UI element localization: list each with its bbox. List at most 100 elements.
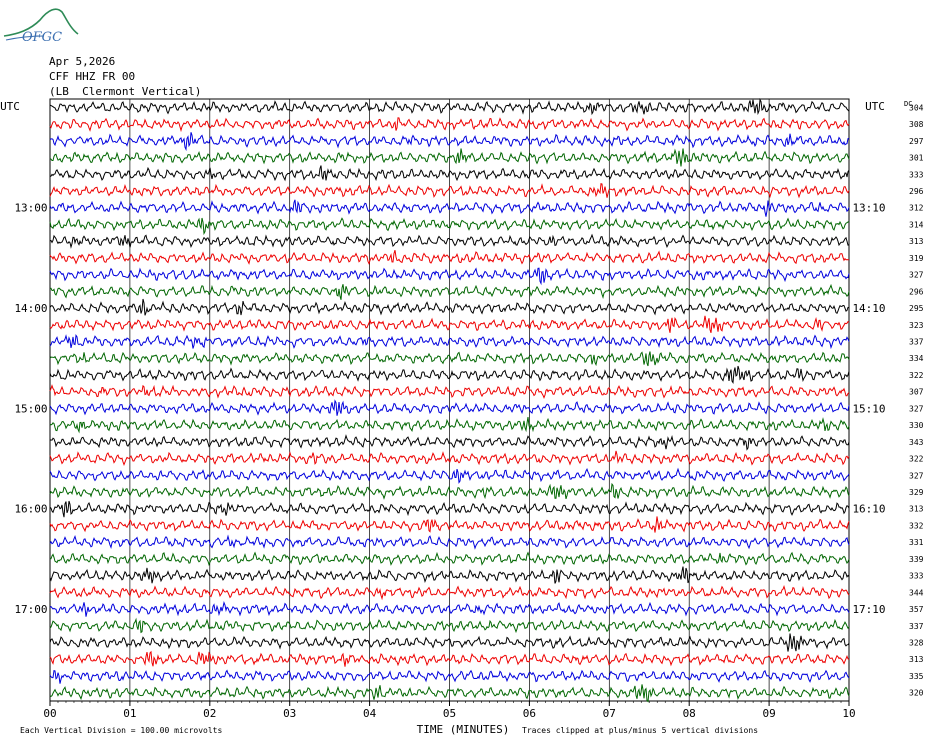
dc-offset-label: 313 — [909, 505, 924, 514]
dc-offset-label: 322 — [909, 371, 924, 380]
header-station: CFF HHZ FR 00 — [49, 70, 136, 83]
dc-offset-label: 329 — [909, 488, 924, 497]
trace-line — [49, 298, 850, 316]
dc-offset-label: 327 — [909, 471, 924, 480]
trace-line — [49, 482, 850, 500]
dc-offset-label: 322 — [909, 455, 924, 464]
trace-line — [49, 617, 850, 634]
dc-offset-label: 334 — [909, 354, 924, 363]
dc-offset-label: 344 — [909, 588, 924, 597]
right-hour-label: 14:10 — [852, 302, 885, 315]
trace-line — [49, 585, 850, 601]
trace-line — [49, 467, 850, 484]
trace-line — [49, 117, 850, 133]
dc-offset-label: 313 — [909, 237, 924, 246]
trace-line — [49, 500, 850, 518]
dc-offset-label: 331 — [909, 538, 924, 547]
trace-line — [49, 148, 850, 167]
left-hour-label: 15:00 — [14, 402, 47, 415]
dc-offset-label: 328 — [909, 638, 924, 647]
trace-line — [49, 283, 850, 300]
trace-line — [49, 633, 850, 652]
trace-line — [49, 516, 850, 533]
dc-offset-label: 297 — [909, 137, 924, 146]
trace-line — [49, 98, 850, 116]
grid — [49, 98, 850, 706]
dc-offset-label: 330 — [909, 421, 924, 430]
x-axis-title: TIME (MINUTES) — [417, 723, 510, 736]
right-hour-label: 16:10 — [852, 503, 885, 516]
trace-line — [49, 384, 850, 399]
x-tick-label: 06 — [523, 707, 536, 720]
trace-line — [49, 450, 850, 466]
x-tick-label: 02 — [203, 707, 216, 720]
dc-offset-label: 296 — [909, 187, 924, 196]
trace-line — [49, 365, 850, 385]
dc-offset-label: 313 — [909, 655, 924, 664]
trace-line — [49, 566, 850, 584]
traces — [49, 98, 850, 703]
dc-offset-label: 343 — [909, 438, 924, 447]
trace-line — [49, 315, 850, 333]
header-date: Apr 5,2026 — [49, 55, 116, 68]
trace-line — [49, 399, 850, 416]
dc-offset-label: 296 — [909, 287, 924, 296]
trace-line — [49, 434, 850, 451]
trace-line — [49, 267, 850, 286]
logo-text: OFGC — [22, 30, 62, 45]
x-tick-label: 09 — [762, 707, 775, 720]
right-axis-title: UTC — [865, 100, 885, 113]
dc-offset-label: 307 — [909, 388, 924, 397]
x-tick-label: 01 — [123, 707, 136, 720]
trace-line — [49, 233, 850, 249]
trace-line — [50, 551, 850, 567]
dc-offset-label: 337 — [909, 622, 924, 631]
left-hour-label: 14:00 — [14, 302, 47, 315]
right-hour-label: 13:10 — [852, 202, 885, 215]
trace-line — [49, 601, 850, 617]
footer-clip-note: Traces clipped at plus/minus 5 vertical … — [522, 726, 758, 735]
trace-line — [49, 684, 850, 703]
trace-line — [49, 199, 850, 217]
dc-offset-label: 304 — [909, 103, 924, 112]
dc-offset-label: 308 — [909, 120, 924, 129]
dc-offset-label: 357 — [909, 605, 924, 614]
left-hour-label: 13:00 — [14, 202, 47, 215]
left-axis-title: UTC — [0, 100, 20, 113]
dc-offset-label: 319 — [909, 254, 924, 263]
trace-line — [49, 132, 850, 152]
left-hour-label: 17:00 — [14, 603, 47, 616]
trace-line — [49, 534, 850, 550]
x-tick-label: 10 — [842, 707, 855, 720]
x-tick-label: 07 — [603, 707, 616, 720]
trace-line — [49, 165, 850, 182]
labels: 00 01 02 03 04 05 06 07 08 09 10 304 308 297 301 333 296… — [0, 100, 924, 736]
dc-offset-label: 295 — [909, 304, 924, 313]
trace-line — [49, 183, 850, 199]
dc-offset-label: 327 — [909, 404, 924, 413]
dc-offset-label: 335 — [909, 672, 924, 681]
x-tick-label: 00 — [43, 707, 56, 720]
trace-line — [49, 417, 850, 434]
dc-offset-label: 332 — [909, 521, 924, 530]
dc-offset-label: 333 — [909, 170, 924, 179]
dc-offset-label: 339 — [909, 555, 924, 564]
left-hour-label: 16:00 — [14, 503, 47, 516]
right-hour-label: 15:10 — [852, 402, 885, 415]
footer-scale-note: Each Vertical Division = 100.00 microvol… — [20, 726, 222, 735]
ofgc-logo: OFGC — [3, 8, 79, 45]
dc-offset-label: 323 — [909, 321, 924, 330]
trace-line — [49, 217, 850, 236]
trace-line — [49, 669, 850, 684]
dc-offset-label: 314 — [909, 220, 924, 229]
x-tick-label: 08 — [683, 707, 696, 720]
x-tick-label: 03 — [283, 707, 296, 720]
dc-column-title: DC — [904, 100, 912, 108]
dc-offset-label: 301 — [909, 154, 924, 163]
dc-offset-label: 337 — [909, 337, 924, 346]
x-tick-label: 05 — [443, 707, 456, 720]
trace-line — [49, 650, 850, 667]
dc-offset-label: 320 — [909, 689, 924, 698]
dc-offset-label: 327 — [909, 271, 924, 280]
